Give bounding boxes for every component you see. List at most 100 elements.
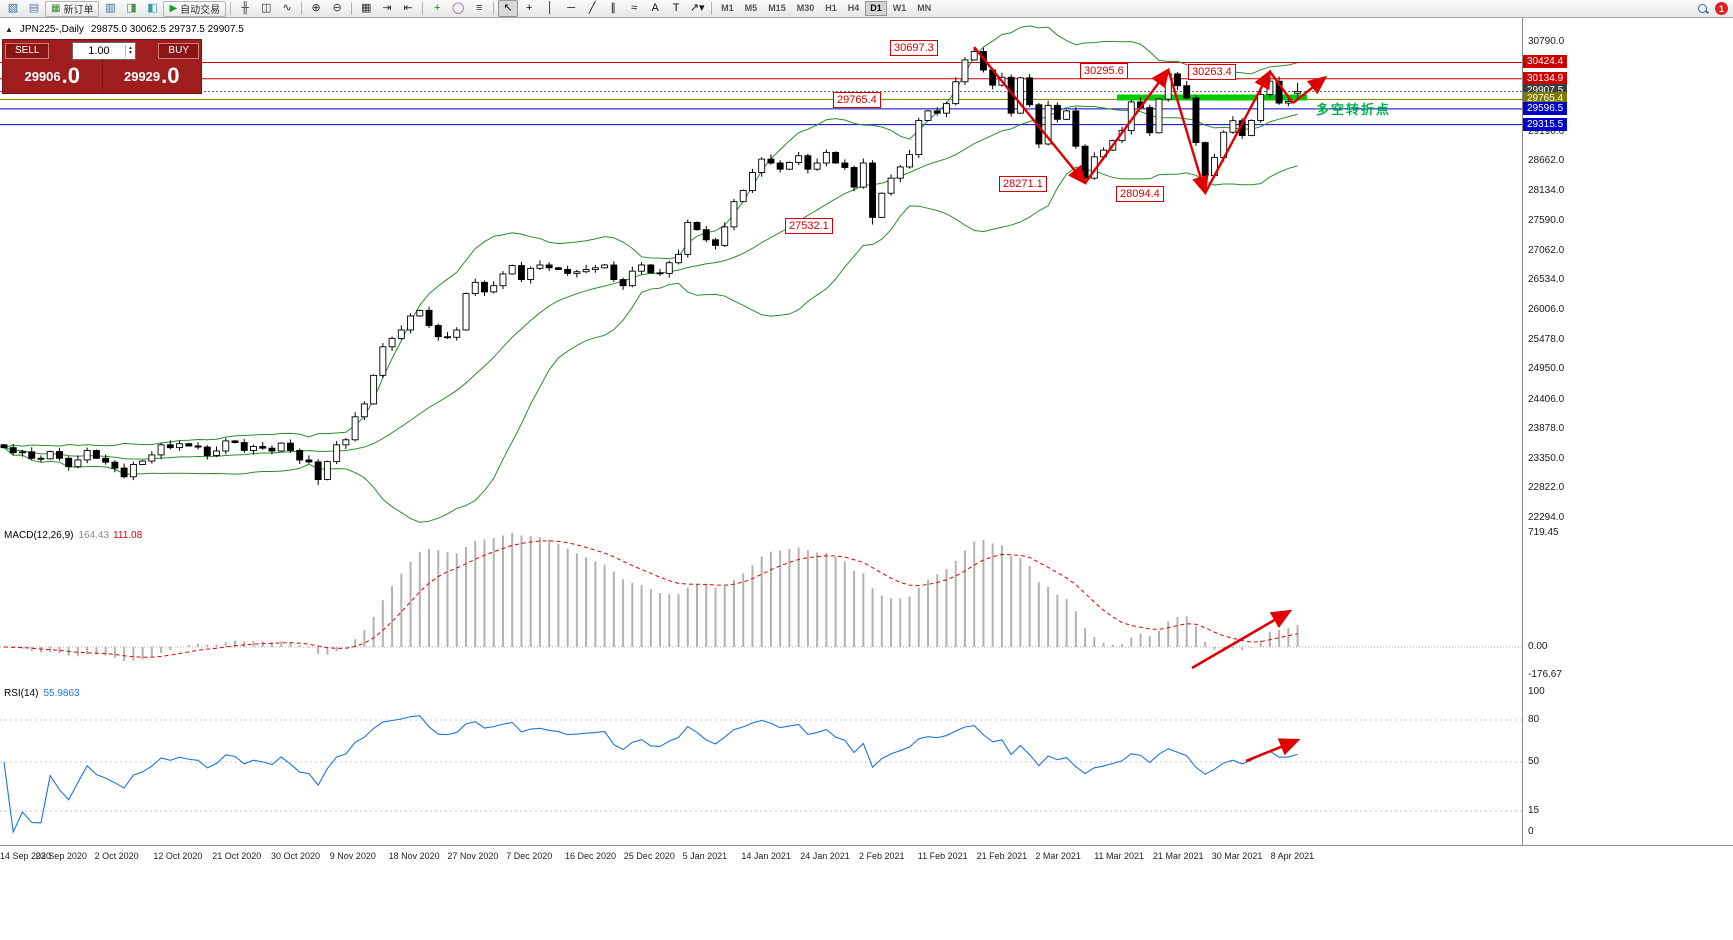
- date-label: 16 Dec 2020: [565, 851, 617, 861]
- price-axis[interactable]: 30790.0 29190.0 28662.0 28134.0 27590.0 27062…: [1522, 18, 1732, 527]
- vertical-line-icon[interactable]: │: [546, 2, 554, 14]
- timeframe-m1[interactable]: M1: [721, 3, 734, 13]
- rsi-level-lines: [0, 719, 1522, 812]
- bar-chart-icon[interactable]: ╫: [241, 2, 250, 14]
- horizontal-line-icon[interactable]: ─: [567, 2, 576, 14]
- date-label: 7 Dec 2020: [506, 851, 553, 861]
- arrows-tool-icon[interactable]: ↗▾: [689, 2, 705, 14]
- templates-icon[interactable]: ≡: [475, 2, 483, 14]
- date-label: 2 Mar 2021: [1035, 851, 1081, 861]
- price-axis-label: 23878.0: [1528, 423, 1565, 435]
- price-badge: 30424.4: [1523, 55, 1568, 69]
- line-chart-icon[interactable]: ∿: [282, 2, 292, 14]
- lot-down-icon[interactable]: ▼: [127, 49, 133, 56]
- toolbar-separator: [711, 2, 713, 15]
- text-icon[interactable]: A: [651, 2, 659, 14]
- macd-axis-label: -176.67: [1528, 668, 1562, 680]
- date-label: 9 Nov 2020: [329, 851, 376, 861]
- toolbar-separator: [301, 2, 303, 15]
- timeframe-w1[interactable]: W1: [892, 3, 907, 13]
- price-annotation: 27532.1: [785, 218, 833, 234]
- rsi-chart: [0, 715, 1522, 834]
- timeframe-h4[interactable]: H4: [847, 3, 860, 13]
- chart-header: ▲ JPN225-,Daily 29875.0 30062.5 29737.5 …: [5, 24, 244, 35]
- sell-price-main: 29906: [24, 68, 61, 84]
- price-axis-label: 26534.0: [1528, 274, 1565, 286]
- chart-shift-icon[interactable]: ⇤: [403, 2, 413, 14]
- trendline-icon[interactable]: ╱: [588, 2, 596, 14]
- candlestick-chart-icon[interactable]: ◫: [260, 2, 272, 14]
- auto-trading-button-icon: ▶: [169, 3, 178, 14]
- timeframe-m5[interactable]: M5: [744, 3, 758, 13]
- cycles-icon[interactable]: ◯: [452, 2, 465, 14]
- horizontal-price-lines: [0, 61, 1522, 126]
- buy-button[interactable]: BUY: [158, 42, 199, 59]
- market-watch-icon[interactable]: ▥: [105, 2, 116, 14]
- date-label: 30 Oct 2020: [271, 851, 321, 861]
- date-label: 21 Feb 2021: [976, 851, 1028, 861]
- rsi-trend-arrow: [1245, 738, 1301, 763]
- lot-up-icon[interactable]: ▲: [127, 44, 133, 51]
- timeframe-d1[interactable]: D1: [865, 1, 887, 16]
- candlesticks: [0, 47, 1302, 485]
- date-label: 12 Oct 2020: [153, 851, 203, 861]
- new-order-button-label: 新订单: [63, 5, 94, 16]
- rsi-value: 55.9863: [43, 688, 80, 699]
- crosshair-icon[interactable]: +: [525, 2, 533, 14]
- macd-signal-line: [3, 540, 1298, 658]
- buy-price-frac: .0: [161, 63, 180, 88]
- quote-panel-collapse-icon[interactable]: ▲: [5, 25, 13, 34]
- equidistant-channel-icon[interactable]: ∥: [610, 2, 616, 14]
- macd-trend-arrow: [1191, 609, 1293, 670]
- cursor-icon[interactable]: ↖: [498, 0, 519, 17]
- fibonacci-icon[interactable]: ≈: [631, 2, 638, 14]
- lot-size-field[interactable]: 1.00 ▲ ▼: [71, 41, 136, 60]
- price-annotation: 30263.4: [1188, 64, 1236, 80]
- new-chart-icon[interactable]: ▧: [7, 2, 19, 14]
- buy-price-main: 29929: [123, 68, 161, 84]
- chart-note-text: 多空转折点: [1316, 102, 1392, 117]
- price-annotation: 30295.6: [1080, 63, 1128, 79]
- lot-stepper[interactable]: ▲ ▼: [124, 44, 135, 57]
- date-label: 24 Jan 2021: [800, 851, 850, 861]
- buy-price[interactable]: 29929.0: [103, 59, 202, 93]
- toolbar-separator: [493, 2, 495, 15]
- timeframe-h1[interactable]: H1: [825, 3, 837, 13]
- rsi-axis-label: 15: [1528, 805, 1540, 816]
- data-window-icon[interactable]: ◨: [126, 2, 137, 14]
- tile-windows-icon[interactable]: ▦: [360, 2, 372, 14]
- price-chart-panel[interactable]: ▲ JPN225-,Daily 29875.0 30062.5 29737.5 …: [0, 18, 1733, 528]
- macd-chart: [0, 533, 1522, 670]
- price-annotation: 29765.4: [833, 92, 881, 108]
- text-label-icon[interactable]: T: [672, 2, 680, 14]
- zoom-in-icon[interactable]: ⊕: [311, 2, 321, 14]
- price-axis-label: 23350.0: [1528, 452, 1565, 464]
- search-icon[interactable]: [1697, 3, 1709, 15]
- new-order-button[interactable]: ▦ 新订单: [45, 0, 100, 17]
- timeframe-m15[interactable]: M15: [768, 3, 786, 13]
- price-axis-label: 24406.0: [1528, 393, 1565, 405]
- rsi-axis-label: 100: [1528, 686, 1545, 697]
- price-axis-label: 25478.0: [1528, 333, 1565, 345]
- date-axis[interactable]: 14 Sep 2020 23 Sep 2020 2 Oct 2020 12 Oct 2…: [0, 845, 1733, 868]
- date-label: 2 Feb 2021: [859, 851, 905, 861]
- indicators-icon[interactable]: +: [433, 2, 441, 14]
- timeframe-m30[interactable]: M30: [796, 3, 815, 13]
- date-label: 25 Dec 2020: [623, 851, 675, 861]
- auto-scroll-icon[interactable]: ⇥: [382, 2, 392, 14]
- price-axis-label: 27062.0: [1528, 244, 1565, 256]
- auto-trading-button[interactable]: ▶ 自动交易: [163, 0, 227, 17]
- rsi-axis: 100 80 50 15 0: [1522, 685, 1732, 845]
- chart-profiles-icon[interactable]: ▤: [28, 2, 40, 14]
- toolbar-right-group: 1: [1697, 2, 1730, 15]
- new-order-button-icon: ▦: [51, 3, 61, 14]
- sell-price[interactable]: 29906.0: [3, 59, 102, 93]
- sell-button[interactable]: SELL: [5, 42, 50, 59]
- timeframe-mn[interactable]: MN: [917, 3, 932, 13]
- notification-badge[interactable]: 1: [1715, 2, 1728, 15]
- zoom-out-icon[interactable]: ⊖: [332, 2, 342, 14]
- navigator-icon[interactable]: ◧: [147, 2, 158, 14]
- price-axis-label: 22822.0: [1528, 482, 1565, 494]
- price-axis-label: 26006.0: [1528, 304, 1565, 316]
- price-annotation: 28094.4: [1116, 186, 1164, 202]
